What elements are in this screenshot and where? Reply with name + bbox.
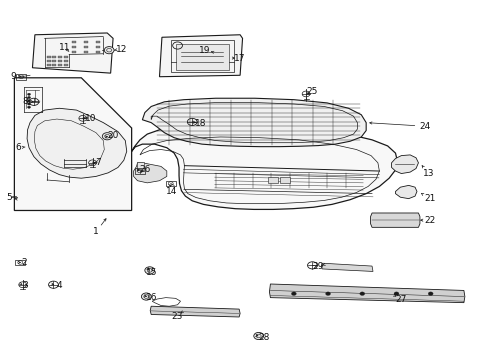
Bar	[52, 55, 56, 58]
Polygon shape	[270, 284, 465, 303]
Bar	[15, 260, 25, 265]
Polygon shape	[370, 213, 420, 227]
Text: 17: 17	[234, 54, 246, 63]
Text: 23: 23	[171, 312, 182, 321]
Polygon shape	[395, 185, 417, 199]
Text: 20: 20	[107, 131, 119, 140]
Polygon shape	[321, 263, 373, 271]
Text: 7: 7	[96, 158, 101, 167]
Text: 22: 22	[424, 216, 435, 225]
Polygon shape	[134, 163, 167, 183]
Polygon shape	[159, 35, 243, 77]
Polygon shape	[14, 78, 132, 211]
Bar	[171, 40, 234, 72]
Circle shape	[428, 292, 433, 296]
Text: 9: 9	[10, 72, 16, 81]
Polygon shape	[32, 33, 113, 73]
Text: 18: 18	[196, 119, 207, 128]
Text: 5: 5	[6, 193, 12, 202]
Text: 4: 4	[56, 281, 62, 290]
Circle shape	[142, 293, 151, 300]
Text: 1: 1	[93, 228, 99, 237]
Polygon shape	[150, 306, 240, 317]
Text: 19: 19	[199, 46, 211, 55]
Circle shape	[292, 292, 296, 296]
Text: 13: 13	[422, 169, 434, 178]
Circle shape	[27, 96, 30, 99]
Circle shape	[27, 93, 30, 95]
Bar	[47, 64, 50, 66]
Bar	[72, 50, 76, 53]
Text: 24: 24	[419, 122, 430, 131]
Bar	[97, 46, 100, 48]
Bar	[280, 177, 290, 183]
Bar	[58, 60, 62, 62]
Bar	[64, 60, 68, 62]
Text: 27: 27	[395, 294, 407, 303]
Circle shape	[254, 332, 264, 339]
Bar	[52, 64, 56, 66]
Bar	[97, 50, 100, 53]
Bar	[135, 168, 145, 174]
Circle shape	[27, 100, 30, 102]
Polygon shape	[27, 108, 127, 178]
Text: 6: 6	[15, 143, 21, 152]
Bar	[84, 50, 88, 53]
Polygon shape	[143, 98, 366, 147]
Circle shape	[360, 292, 365, 296]
Text: 12: 12	[116, 45, 127, 54]
Text: 16: 16	[147, 293, 158, 302]
Bar	[84, 46, 88, 48]
Text: 10: 10	[85, 114, 97, 123]
Text: 25: 25	[307, 86, 318, 95]
Bar	[72, 41, 76, 43]
Bar	[175, 44, 229, 69]
Circle shape	[27, 103, 30, 105]
Text: 3: 3	[22, 281, 28, 290]
Text: 14: 14	[166, 187, 177, 196]
Bar	[58, 55, 62, 58]
Polygon shape	[392, 155, 418, 174]
Circle shape	[326, 292, 331, 296]
Circle shape	[27, 106, 30, 108]
Bar	[47, 55, 50, 58]
Bar	[58, 64, 62, 66]
Polygon shape	[132, 126, 397, 210]
Bar	[64, 64, 68, 66]
Circle shape	[394, 292, 399, 296]
Bar	[84, 41, 88, 43]
Bar	[52, 60, 56, 62]
Circle shape	[104, 46, 114, 54]
Bar	[47, 60, 50, 62]
Bar	[64, 55, 68, 58]
Text: 21: 21	[424, 194, 436, 203]
Circle shape	[145, 267, 155, 274]
Text: 11: 11	[58, 43, 70, 52]
Text: 29: 29	[313, 262, 324, 271]
Bar	[166, 181, 175, 186]
Bar	[97, 41, 100, 43]
Text: 2: 2	[22, 258, 27, 267]
Text: 8: 8	[22, 96, 28, 105]
Bar	[72, 46, 76, 48]
Text: 15: 15	[147, 268, 158, 277]
Circle shape	[102, 133, 112, 140]
Text: 26: 26	[139, 166, 150, 175]
Bar	[16, 74, 26, 80]
Text: 28: 28	[258, 333, 269, 342]
Bar	[269, 177, 278, 183]
Bar	[137, 162, 144, 170]
